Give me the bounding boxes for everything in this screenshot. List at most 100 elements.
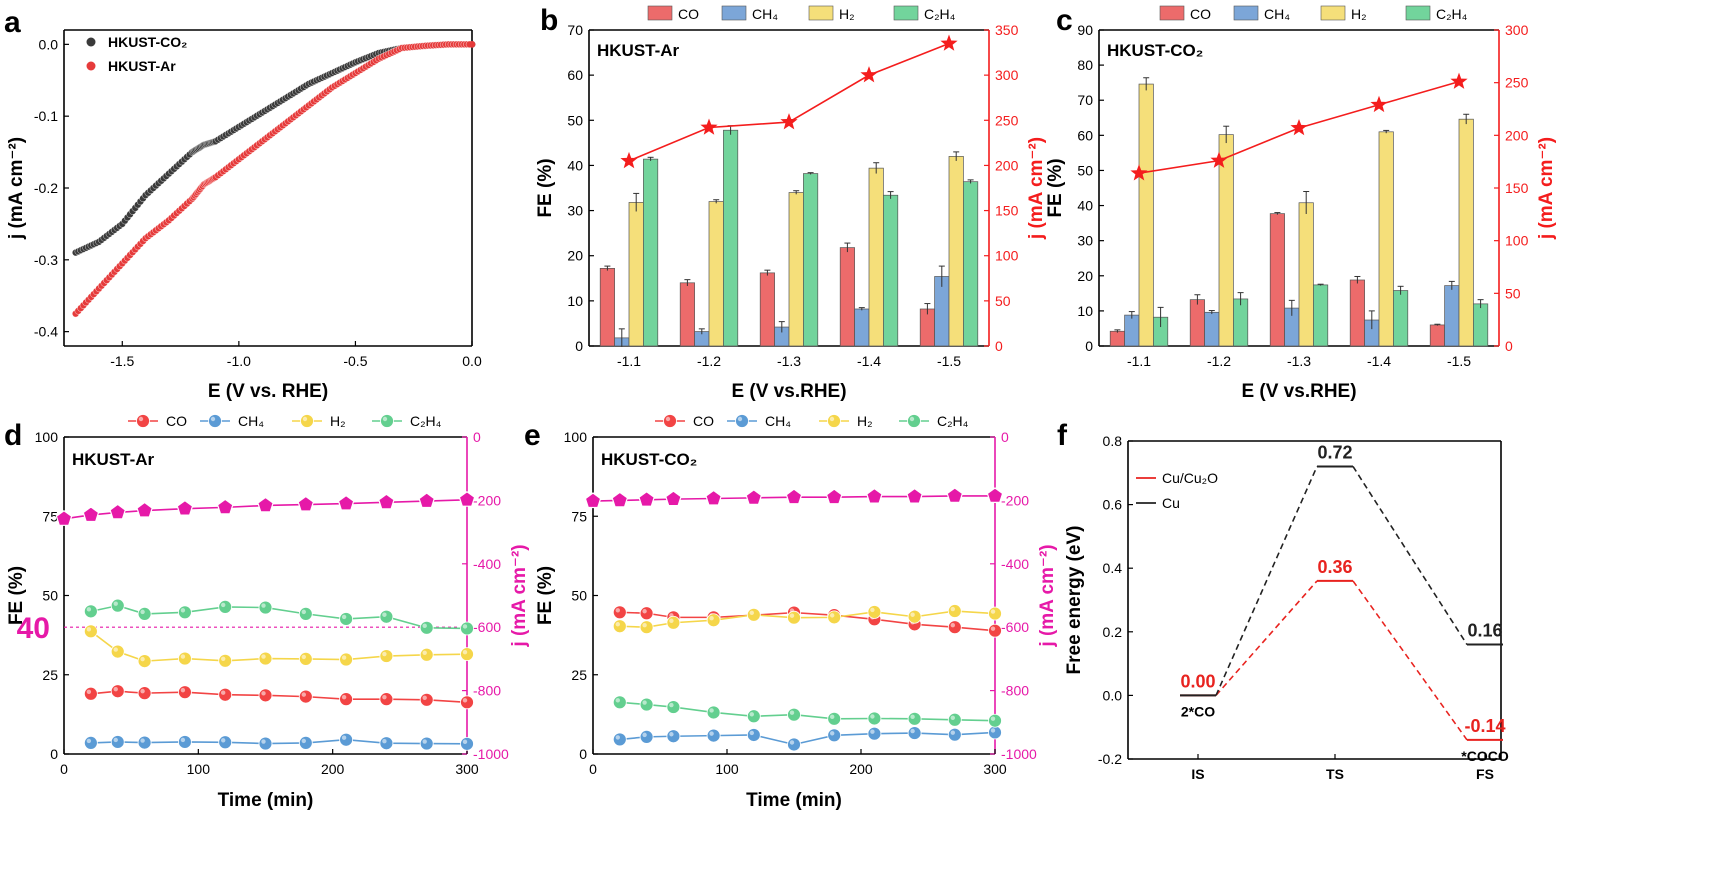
data-point bbox=[298, 652, 313, 666]
reference-label: 40 bbox=[17, 612, 50, 645]
current-marker bbox=[620, 151, 638, 169]
bar bbox=[1138, 83, 1154, 347]
data-point bbox=[419, 692, 434, 707]
legend-marker-highlight bbox=[382, 416, 388, 422]
data-point bbox=[339, 612, 354, 626]
data-point-highlight bbox=[749, 610, 754, 616]
current-marker bbox=[109, 503, 127, 520]
panel-a: -0.4 -0.3 -0.2 -0.1 0.0 -1.5 -1.0 -0.5 0.0 j (mA … bbox=[6, 29, 482, 402]
data-point-highlight bbox=[180, 654, 186, 659]
current-marker bbox=[638, 491, 655, 507]
legend-label: Cu/Cu₂O bbox=[1162, 470, 1218, 486]
data-point-highlight bbox=[990, 716, 996, 721]
y-tick-label: 80 bbox=[1077, 57, 1093, 73]
y-tick-label: 20 bbox=[567, 248, 583, 264]
series-c2h4 bbox=[1153, 283, 1489, 347]
data-point-highlight bbox=[261, 691, 266, 696]
data-point bbox=[339, 692, 354, 707]
legend-label: C₂H₄ bbox=[937, 413, 969, 429]
data-point-highlight bbox=[382, 739, 387, 744]
data-point bbox=[947, 712, 962, 727]
y-tick-label: -0.4 bbox=[34, 324, 58, 340]
y2-tick-label: -1000 bbox=[1001, 746, 1037, 762]
series-h2 bbox=[83, 624, 474, 669]
x-tick-label: -1.3 bbox=[777, 353, 801, 369]
energy-value: -0.14 bbox=[1464, 716, 1505, 736]
bar bbox=[934, 276, 950, 347]
data-point-highlight bbox=[140, 738, 145, 743]
x-tick-label: 300 bbox=[983, 761, 1007, 777]
y2-tick-label: 0 bbox=[1505, 338, 1513, 354]
y-axis-label: FE (%) bbox=[1045, 158, 1066, 217]
current-marker bbox=[780, 113, 798, 130]
y-tick-label: -0.2 bbox=[34, 180, 58, 196]
current-marker bbox=[705, 489, 722, 506]
series-co bbox=[1109, 212, 1445, 347]
y-axis-label: j (mA cm⁻²) bbox=[1037, 544, 1058, 647]
y2-tick-label: 100 bbox=[1505, 233, 1529, 249]
data-point bbox=[83, 604, 98, 619]
y-tick-label: 60 bbox=[567, 67, 583, 83]
legend-label: CH₄ bbox=[765, 413, 791, 429]
legend-swatch bbox=[647, 5, 673, 21]
bar bbox=[883, 194, 899, 347]
data-point-highlight bbox=[462, 698, 468, 703]
y2-tick-label: 100 bbox=[995, 248, 1019, 264]
data-point-highlight bbox=[86, 607, 92, 612]
y-tick-label: 75 bbox=[42, 508, 58, 524]
series-ch4 bbox=[1124, 280, 1460, 347]
y2-tick-label: -600 bbox=[473, 619, 501, 635]
bar bbox=[963, 181, 979, 347]
y-tick-label: 0.2 bbox=[1103, 624, 1123, 640]
current-marker bbox=[378, 493, 395, 510]
data-point-highlight bbox=[709, 616, 714, 621]
data-point bbox=[746, 607, 761, 622]
data-point bbox=[639, 729, 654, 744]
data-point bbox=[947, 604, 962, 618]
current-marker bbox=[297, 495, 315, 512]
data-point bbox=[787, 610, 801, 625]
y-axis-label: Free energy (eV) bbox=[1064, 526, 1085, 675]
current-marker bbox=[860, 66, 878, 83]
data-point-highlight bbox=[709, 708, 714, 713]
data-point-highlight bbox=[950, 606, 955, 612]
legend-label: H₂ bbox=[839, 6, 855, 22]
data-point bbox=[137, 735, 152, 750]
y2-tick-label: 300 bbox=[1505, 22, 1529, 38]
data-point-highlight bbox=[990, 609, 996, 614]
legend-marker bbox=[300, 414, 314, 428]
y2-tick-label: -200 bbox=[1001, 492, 1029, 508]
data-point-highlight bbox=[642, 700, 647, 705]
data-point bbox=[666, 615, 681, 630]
data-point-highlight bbox=[422, 650, 427, 655]
y-axis-label: j (mA cm⁻²) bbox=[1536, 137, 1557, 240]
current-marker bbox=[257, 496, 274, 513]
data-point-highlight bbox=[221, 656, 226, 662]
data-point bbox=[218, 653, 233, 668]
y2-tick-label: 250 bbox=[1505, 75, 1529, 91]
bar bbox=[679, 282, 695, 347]
bar bbox=[1298, 202, 1314, 347]
data-point-highlight bbox=[462, 649, 468, 655]
data-point bbox=[947, 727, 962, 742]
series-h2 bbox=[628, 151, 964, 347]
legend-marker-highlight bbox=[210, 416, 216, 422]
x-axis-label: Time (min) bbox=[218, 790, 314, 811]
current-marker bbox=[611, 491, 629, 508]
y-tick-label: 100 bbox=[564, 429, 588, 445]
panel-f: -0.2 0.0 0.2 0.4 0.6 0.8 Free energy (eV) IS TS F… bbox=[1064, 433, 1509, 782]
energy-value: 0.36 bbox=[1317, 557, 1352, 577]
y2-tick-label: -600 bbox=[1001, 619, 1029, 635]
panel-label-d: d bbox=[4, 419, 22, 452]
data-point-highlight bbox=[180, 687, 186, 693]
data-point-highlight bbox=[140, 656, 145, 662]
data-point bbox=[177, 735, 192, 749]
data-point bbox=[258, 736, 273, 751]
legend-label: CO bbox=[1190, 6, 1211, 22]
y2-tick-label: -800 bbox=[1001, 683, 1029, 699]
bar bbox=[1124, 314, 1140, 347]
y-tick-label: 20 bbox=[1077, 268, 1093, 284]
energy-connector bbox=[1215, 580, 1318, 696]
current-marker bbox=[1130, 164, 1148, 181]
